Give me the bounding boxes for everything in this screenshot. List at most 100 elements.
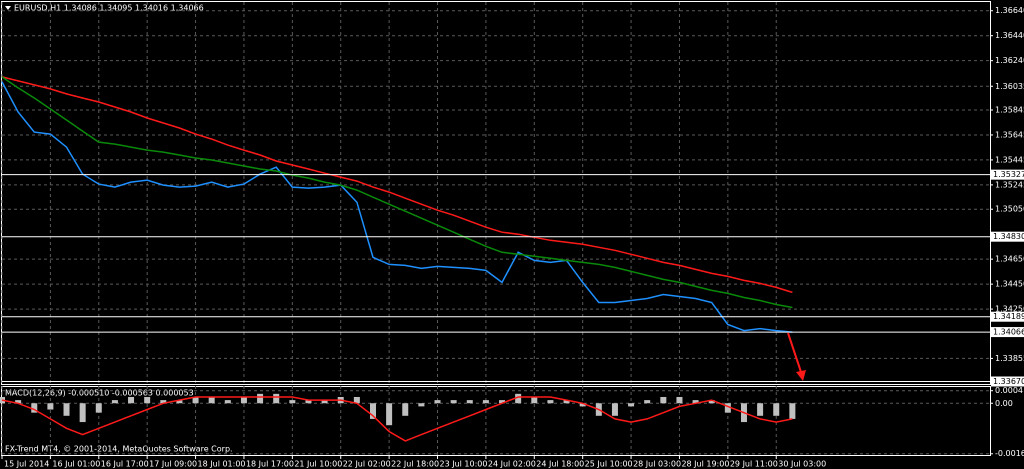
macd-bar xyxy=(757,403,764,416)
x-tick-label: 16 Jul 01:00 xyxy=(52,460,100,469)
x-tick-label: 28 Jul 03:00 xyxy=(633,460,681,469)
macd-bar xyxy=(660,396,667,404)
y-tick-label: 1.34650 xyxy=(995,255,1024,264)
level-label-box xyxy=(991,311,1024,322)
level-label-box xyxy=(991,231,1024,242)
macd-bar xyxy=(644,400,651,404)
macd-bar xyxy=(789,403,796,419)
macd-bar xyxy=(305,400,312,404)
arrow-shaft xyxy=(787,332,802,373)
level-label-box xyxy=(991,327,1024,338)
x-tick-label: 17 Jul 09:00 xyxy=(149,460,197,469)
signal-line xyxy=(1,396,793,442)
y-tick-label: 0.0004 xyxy=(995,386,1023,395)
y-tick-label: 1.35050 xyxy=(995,205,1024,214)
macd-bar xyxy=(192,396,199,404)
macd-bar xyxy=(208,396,215,404)
macd-bar xyxy=(531,396,538,404)
footer: FX-Trend MT4, © 2001-2014, MetaQuotes So… xyxy=(5,445,233,454)
macd-bar xyxy=(434,400,441,404)
macd-bar xyxy=(579,403,586,407)
y-tick-label: 1.33855 xyxy=(995,354,1024,363)
macd-bar xyxy=(31,403,38,413)
macd-bar xyxy=(724,403,731,413)
macd-bar xyxy=(47,403,54,410)
macd-bar xyxy=(515,393,522,404)
level-label: 1.34830 xyxy=(993,232,1024,241)
menu-triangle[interactable] xyxy=(5,6,11,10)
macd-bar xyxy=(289,400,296,404)
level-label: 1.33670 xyxy=(993,377,1024,386)
y-tick-label: 1.36440 xyxy=(995,31,1024,40)
y-tick-label: 1.36640 xyxy=(995,6,1024,15)
macd-bar xyxy=(547,400,554,404)
macd-bar xyxy=(15,400,22,404)
x-tick-label: 25 Jul 10:00 xyxy=(585,460,633,469)
macd-title: MACD(12,26,9) -0.000510 -0.000563 0.0000… xyxy=(5,389,194,398)
level-label: 1.35327 xyxy=(993,170,1024,179)
macd-bar xyxy=(611,403,618,416)
macd-bar xyxy=(224,400,231,404)
level-label-box xyxy=(991,169,1024,180)
macd-bar xyxy=(95,403,102,413)
y-tick-label: 1.34250 xyxy=(995,305,1024,314)
macd-bar xyxy=(128,396,135,404)
macd-bar xyxy=(676,396,683,404)
chart-title: EURUSD,H1 1.34086 1.34095 1.34016 1.3406… xyxy=(14,4,204,13)
x-tick-label: 22 Jul 02:00 xyxy=(343,460,391,469)
macd-bar xyxy=(466,400,473,404)
x-tick-label: 21 Jul 10:00 xyxy=(294,460,342,469)
macd-bar xyxy=(111,400,118,404)
y-tick-label: 1.35845 xyxy=(995,105,1024,114)
level-label: 1.34066 xyxy=(993,328,1024,337)
macd-bar xyxy=(628,403,635,407)
x-tick-label: 30 Jul 03:00 xyxy=(778,460,826,469)
level-label-box xyxy=(991,376,1024,387)
macd-bar xyxy=(563,400,570,404)
macd-bar xyxy=(240,396,247,404)
y-tick-label: 1.35245 xyxy=(995,180,1024,189)
y-tick-label: 1.35445 xyxy=(995,155,1024,164)
x-tick-label: 18 Jul 01:00 xyxy=(198,460,246,469)
x-tick-label: 22 Jul 18:00 xyxy=(391,460,439,469)
moving-average xyxy=(1,76,793,294)
macd-bar xyxy=(386,403,393,426)
macd-bar xyxy=(450,400,457,404)
macd-bar xyxy=(79,403,86,423)
y-tick-label: 1.36035 xyxy=(995,82,1024,91)
y-tick-label: 1.35645 xyxy=(995,130,1024,139)
macd-bar xyxy=(353,396,360,404)
price-line xyxy=(1,81,793,333)
main-panel-border xyxy=(1,1,991,385)
y-tick-label: 1.34450 xyxy=(995,280,1024,289)
arrow-head xyxy=(796,370,806,381)
macd-bar xyxy=(369,403,376,419)
macd-bar xyxy=(273,393,280,404)
level-label: 1.34189 xyxy=(993,312,1024,321)
x-tick-label: 16 Jul 17:00 xyxy=(101,460,149,469)
macd-bar xyxy=(63,403,70,416)
macd-bar xyxy=(402,403,409,416)
x-tick-label: 23 Jul 10:00 xyxy=(440,460,488,469)
macd-bar xyxy=(708,400,715,404)
macd-bar xyxy=(692,400,699,404)
x-tick-label: 18 Jul 17:00 xyxy=(246,460,294,469)
macd-bar xyxy=(482,400,489,404)
y-tick-label: 1.36240 xyxy=(995,56,1024,65)
y-tick-label: 0.00 xyxy=(995,399,1013,408)
macd-bar xyxy=(321,400,328,404)
macd-bar xyxy=(176,400,183,404)
x-tick-label: 24 Jul 02:00 xyxy=(488,460,536,469)
moving-average xyxy=(1,76,793,309)
macd-bar xyxy=(257,393,264,404)
macd-bar xyxy=(144,396,151,404)
forecast-arrow xyxy=(787,332,806,381)
macd-bar xyxy=(773,403,780,416)
macd-bar xyxy=(160,400,167,404)
macd-panel-border xyxy=(1,386,991,456)
macd-bar xyxy=(499,400,506,404)
x-tick-label: 28 Jul 19:00 xyxy=(681,460,729,469)
macd-bar xyxy=(418,403,425,407)
